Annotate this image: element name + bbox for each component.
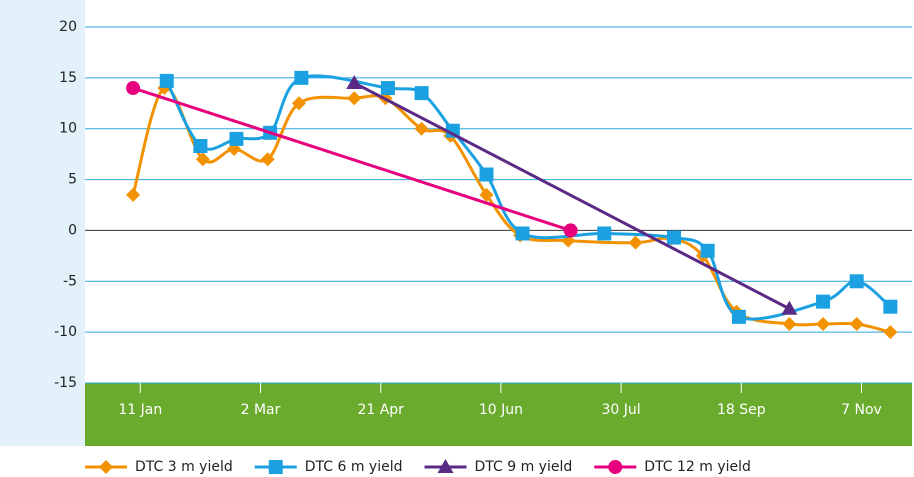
marker	[628, 235, 643, 250]
y-tick-label: -15	[54, 375, 77, 391]
marker	[229, 131, 244, 146]
legend-label: DTC 12 m yield	[644, 459, 751, 475]
marker	[291, 96, 306, 111]
legend-label: DTC 3 m yield	[135, 459, 233, 475]
y-tick-label: 20	[59, 19, 77, 35]
legend-label: DTC 6 m yield	[305, 459, 403, 475]
marker	[437, 459, 454, 473]
marker	[380, 81, 395, 96]
marker	[782, 317, 797, 332]
legend-item: DTC 9 m yield	[424, 459, 573, 475]
marker	[700, 243, 715, 258]
axis-panel	[0, 0, 85, 446]
marker	[515, 226, 530, 241]
marker	[883, 325, 898, 340]
y-tick-label: 0	[68, 222, 77, 238]
x-tick-label: 21 Apr	[357, 402, 404, 418]
y-tick-label: -10	[54, 324, 77, 340]
x-axis-band	[85, 383, 912, 446]
marker	[479, 187, 494, 202]
marker	[195, 152, 210, 167]
x-tick-label: 10 Jun	[479, 402, 523, 418]
marker	[414, 86, 429, 101]
marker	[597, 226, 612, 241]
marker	[666, 230, 681, 245]
marker	[99, 460, 113, 474]
marker	[883, 299, 898, 314]
y-tick-label: 10	[59, 121, 77, 137]
marker	[731, 309, 746, 324]
marker	[563, 223, 578, 238]
marker	[260, 152, 275, 167]
marker	[781, 300, 798, 315]
x-tick-label: 30 Jul	[602, 402, 641, 418]
marker	[159, 73, 174, 88]
marker	[268, 460, 283, 474]
y-tick-label: -5	[63, 273, 77, 289]
marker	[816, 294, 831, 309]
y-tick-label: 15	[59, 70, 77, 86]
series-line	[165, 74, 892, 321]
marker	[346, 74, 363, 89]
marker	[126, 187, 141, 202]
x-tick-label: 7 Nov	[841, 402, 882, 418]
x-tick-label: 18 Sep	[717, 402, 766, 418]
x-tick-label: 2 Mar	[241, 402, 281, 418]
x-tick-label: 11 Jan	[118, 402, 162, 418]
marker	[193, 139, 208, 154]
series-line	[353, 81, 791, 311]
legend-item: DTC 6 m yield	[254, 459, 403, 475]
legend-label: DTC 9 m yield	[475, 459, 573, 475]
marker	[126, 81, 141, 96]
marker	[294, 70, 309, 85]
legend-item: DTC 12 m yield	[594, 459, 751, 475]
y-tick-label: 5	[68, 172, 77, 188]
series-line	[132, 86, 572, 232]
marker	[608, 460, 623, 474]
marker	[849, 274, 864, 289]
marker	[414, 121, 429, 136]
marker	[479, 167, 494, 182]
marker	[816, 317, 831, 332]
marker	[849, 317, 864, 332]
legend-item: DTC 3 m yield	[85, 459, 233, 475]
marker	[347, 91, 362, 106]
